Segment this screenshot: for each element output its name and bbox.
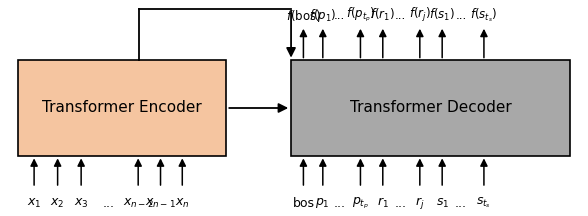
Text: $x_2$: $x_2$: [51, 197, 65, 210]
Text: $f(p_1)$: $f(p_1)$: [309, 7, 336, 24]
Text: $p_1$: $p_1$: [315, 196, 330, 210]
Text: $x_{n-1}$: $x_{n-1}$: [145, 197, 176, 210]
Text: ...: ...: [334, 9, 346, 22]
Text: $x_1$: $x_1$: [27, 197, 41, 210]
Text: $f(\mathrm{bos})$: $f(\mathrm{bos})$: [286, 8, 321, 23]
Text: $f(r_1)$: $f(r_1)$: [370, 7, 395, 23]
Text: ...: ...: [395, 9, 406, 22]
Text: bos: bos: [292, 197, 315, 210]
FancyBboxPatch shape: [291, 60, 570, 156]
Text: ...: ...: [103, 197, 115, 210]
Text: $f(s_{t_s})$: $f(s_{t_s})$: [470, 6, 497, 24]
Text: $s_1$: $s_1$: [436, 197, 449, 210]
Text: $r_1$: $r_1$: [377, 196, 389, 210]
Text: ...: ...: [455, 197, 467, 210]
Text: $f(s_1)$: $f(s_1)$: [429, 7, 455, 23]
Text: $f(r_j)$: $f(r_j)$: [409, 6, 431, 24]
Text: $x_3$: $x_3$: [74, 197, 88, 210]
Text: ...: ...: [395, 197, 406, 210]
Text: Transformer Encoder: Transformer Encoder: [42, 100, 202, 116]
Text: $x_n$: $x_n$: [175, 197, 189, 210]
Text: $x_{n-2}$: $x_{n-2}$: [123, 197, 153, 210]
Text: Transformer Decoder: Transformer Decoder: [350, 100, 512, 116]
Text: ...: ...: [455, 9, 467, 22]
Text: $f(p_{t_p})$: $f(p_{t_p})$: [346, 6, 375, 24]
Text: ...: ...: [334, 197, 346, 210]
Text: $r_j$: $r_j$: [415, 195, 425, 211]
FancyBboxPatch shape: [18, 60, 226, 156]
Text: $s_{t_s}$: $s_{t_s}$: [476, 196, 492, 210]
Text: $p_{t_p}$: $p_{t_p}$: [352, 195, 369, 211]
